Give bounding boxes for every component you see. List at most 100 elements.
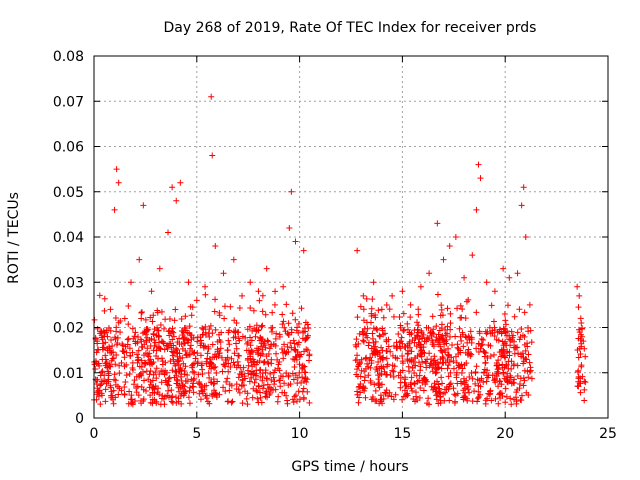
data-point [156,265,163,272]
data-point [265,360,272,367]
data-point [144,345,151,352]
data-point [209,341,216,348]
data-point [396,339,403,346]
data-point [245,370,252,377]
data-point [376,332,383,339]
data-point [238,383,245,390]
data-point [518,397,525,404]
data-point [178,315,185,322]
data-point [183,352,190,359]
data-point [254,395,261,402]
data-point [495,383,502,390]
data-point [107,363,114,370]
data-point [101,295,108,302]
data-point [416,359,423,366]
data-point [129,325,136,332]
data-point [433,369,440,376]
data-point [239,292,246,299]
data-point [284,330,291,337]
data-point [118,387,125,394]
data-point [367,364,374,371]
data-point [154,324,161,331]
data-point [461,393,468,400]
data-point [452,392,459,399]
data-point [390,396,397,403]
data-point [110,400,117,407]
data-point [491,332,498,339]
data-point [354,352,361,359]
data-point [121,315,128,322]
data-point [256,383,263,390]
data-point [186,400,193,407]
data-point [292,316,299,323]
data-point [578,333,585,340]
data-point [284,343,291,350]
data-point [198,340,205,347]
data-point [272,335,279,342]
data-point [106,363,113,370]
data-point [399,352,406,359]
data-point [514,270,521,277]
data-point [397,324,404,331]
data-point [434,359,441,366]
data-point [521,309,528,316]
data-point [253,387,260,394]
data-point [177,179,184,186]
y-tick-label: 0.07 [53,94,84,110]
data-point [301,325,308,332]
data-point [389,367,396,374]
data-point [416,377,423,384]
data-point [176,350,183,357]
data-point [494,366,501,373]
data-point [277,373,284,380]
data-point [496,378,503,385]
data-point [218,329,225,336]
data-point [451,391,458,398]
data-point [94,325,101,332]
data-point [525,351,532,358]
data-point [264,375,271,382]
data-point [493,373,500,380]
data-point [269,328,276,335]
data-point [259,385,266,392]
data-point [102,398,109,405]
data-point [158,308,165,315]
data-point [111,334,118,341]
data-point [233,385,240,392]
x-tick-label: 25 [599,426,617,442]
data-point [288,326,295,333]
data-point [508,328,515,335]
data-point [175,361,182,368]
data-point [401,387,408,394]
data-point [133,373,140,380]
data-point [94,340,101,347]
data-point [292,392,299,399]
data-point [392,391,399,398]
data-point [354,366,361,373]
data-point [514,373,521,380]
data-point [485,390,492,397]
data-point [147,361,154,368]
data-point [411,380,418,387]
data-point [437,397,444,404]
data-point [465,386,472,393]
data-point [575,378,582,385]
data-point [411,327,418,334]
data-point [504,370,511,377]
data-point [243,395,250,402]
data-point [236,370,243,377]
data-point [145,353,152,360]
chart-title: Day 268 of 2019, Rate Of TEC Index for r… [164,20,537,36]
data-point [299,335,306,342]
data-point [222,388,229,395]
data-point [272,288,279,295]
data-point [187,342,194,349]
data-point [190,377,197,384]
data-point [170,349,177,356]
data-point [245,362,252,369]
data-point [256,357,263,364]
data-point [150,312,157,319]
data-point [135,356,142,363]
data-point [180,334,187,341]
data-point [288,344,295,351]
